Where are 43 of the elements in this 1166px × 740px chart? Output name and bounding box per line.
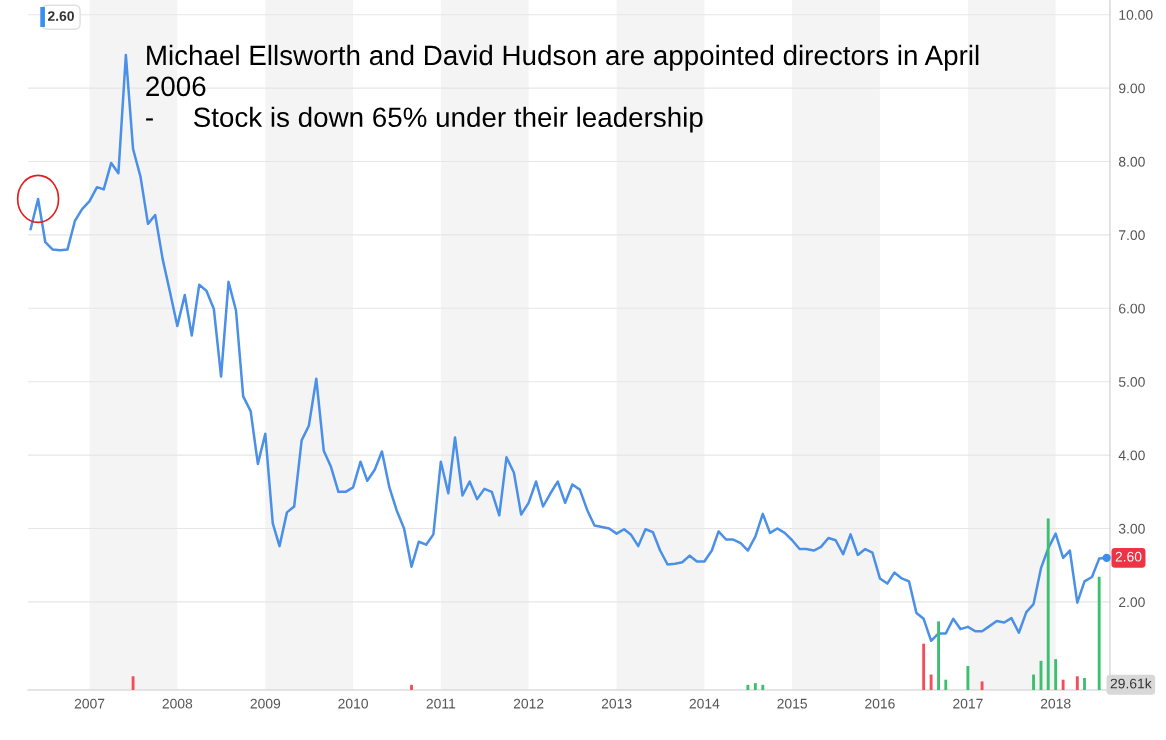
- x-tick-label: 2012: [513, 698, 544, 709]
- bar: [753, 683, 757, 690]
- y-tick-label: 4.00: [1118, 450, 1145, 461]
- x-tick-label: 2013: [601, 698, 632, 709]
- bar: [410, 684, 413, 690]
- bar: [131, 676, 135, 690]
- x-tick-label: 2010: [338, 698, 368, 709]
- bar: [966, 665, 970, 690]
- annotation: 2.60: [47, 11, 74, 21]
- bar: [929, 674, 933, 690]
- x-tick-label: 2017: [953, 698, 983, 709]
- bar: [980, 681, 984, 690]
- bar: [746, 684, 750, 690]
- x-tick-label: 2009: [250, 698, 281, 709]
- bar: [1046, 518, 1050, 690]
- bar: [922, 643, 926, 690]
- bar: [937, 621, 941, 690]
- x-tick-label: 2014: [689, 698, 720, 709]
- y-tick-label: 9.00: [1118, 83, 1145, 94]
- bar: [1054, 659, 1058, 690]
- bar: [1075, 676, 1079, 690]
- bar: [1097, 576, 1101, 690]
- bar: [1061, 679, 1065, 690]
- y-tick-label: 3.00: [1118, 523, 1145, 534]
- y-tick-label: 6.00: [1119, 303, 1145, 314]
- bar: [761, 684, 765, 690]
- annotation: Michael Ellsworth and David Hudson are appointed directors in April 2006 - Stock is down 65% under their leadership: [146, 44, 979, 133]
- x-tick-label: 2016: [865, 698, 895, 709]
- x-tick-label: 2007: [74, 698, 105, 709]
- bar: [944, 679, 948, 690]
- y-tick-label: 5.00: [1118, 377, 1145, 387]
- x-tick-label: 2008: [162, 698, 193, 709]
- annotation: 2.60: [1115, 551, 1142, 562]
- y-tick-label: 8.00: [1118, 156, 1145, 167]
- bar: [1083, 677, 1086, 690]
- bar: [1032, 674, 1035, 690]
- x-tick-label: 2011: [426, 698, 456, 709]
- text: 29.61k: [1110, 678, 1152, 689]
- y-tick-label: 7.00: [1119, 230, 1145, 241]
- x-tick-label: 2018: [1040, 698, 1071, 709]
- y-tick-label: 10.00: [1119, 10, 1153, 20]
- x-tick-label: 2015: [777, 698, 807, 709]
- y-tick-label: 2.00: [1119, 597, 1145, 608]
